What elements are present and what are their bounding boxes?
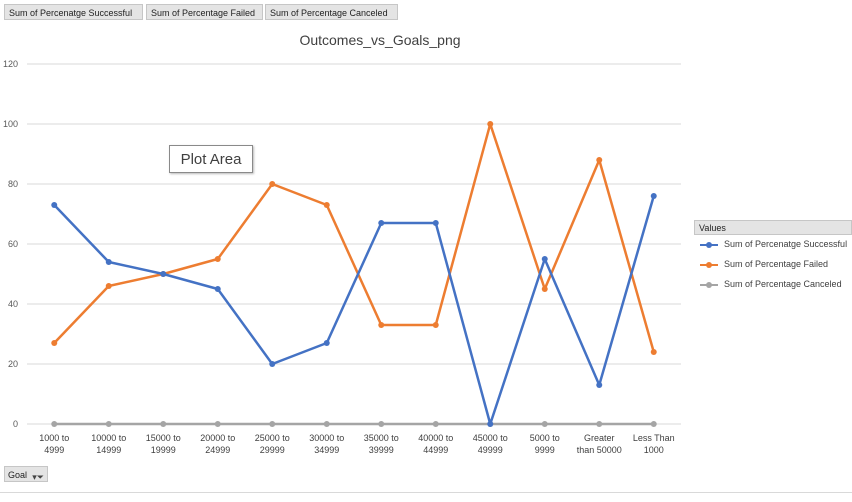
data-point[interactable] xyxy=(105,259,112,265)
x-tick-label: 45000 to 49999 xyxy=(473,433,508,455)
data-point[interactable] xyxy=(105,283,112,289)
data-point[interactable] xyxy=(51,202,58,208)
x-tick-label: 25000 to 29999 xyxy=(255,433,290,455)
data-point[interactable] xyxy=(432,421,439,427)
data-point[interactable] xyxy=(269,421,276,427)
data-point[interactable] xyxy=(323,421,330,427)
data-point[interactable] xyxy=(269,361,276,367)
legend-marker-canceled xyxy=(706,282,712,288)
plot-area-tooltip: Plot Area xyxy=(169,145,253,173)
goal-filter-button[interactable]: Goal ▾⏷ xyxy=(4,466,48,482)
x-tick-label: 35000 to 39999 xyxy=(364,433,399,455)
y-tick-label: 100 xyxy=(3,119,18,129)
bottom-divider xyxy=(0,492,852,493)
field-button-successful[interactable]: Sum of Percenatge Successful xyxy=(4,4,143,20)
x-tick-label: 20000 to 24999 xyxy=(200,433,235,455)
goal-filter-label: Goal xyxy=(8,470,28,480)
data-point[interactable] xyxy=(323,202,330,208)
x-tick-label: 10000 to 14999 xyxy=(91,433,126,455)
legend-item-failed: Sum of Percentage Failed xyxy=(694,255,852,275)
x-tick-label: 15000 to 19999 xyxy=(146,433,181,455)
filter-dropdown-icon[interactable]: ▾⏷ xyxy=(32,472,44,482)
legend-label-canceled: Sum of Percentage Canceled xyxy=(724,279,842,289)
data-point[interactable] xyxy=(541,286,548,292)
data-point[interactable] xyxy=(51,421,58,427)
y-tick-label: 120 xyxy=(3,59,18,69)
legend-marker-successful xyxy=(706,242,712,248)
x-tick-label: 40000 to 44999 xyxy=(418,433,453,455)
data-point[interactable] xyxy=(432,220,439,226)
data-point[interactable] xyxy=(214,256,221,262)
data-point[interactable] xyxy=(378,220,385,226)
data-point[interactable] xyxy=(487,121,494,127)
x-tick-label: Less Than 1000 xyxy=(633,433,675,455)
legend-header: Values xyxy=(694,220,852,235)
data-point[interactable] xyxy=(596,382,603,388)
field-button-canceled[interactable]: Sum of Percentage Canceled xyxy=(265,4,398,20)
data-point[interactable] xyxy=(160,271,167,277)
data-point[interactable] xyxy=(596,157,603,163)
y-tick-label: 60 xyxy=(8,239,18,249)
x-tick-label: Greater than 50000 xyxy=(577,433,622,455)
data-point[interactable] xyxy=(541,256,548,262)
x-tick-label: 30000 to 34999 xyxy=(309,433,344,455)
legend-item-canceled: Sum of Percentage Canceled xyxy=(694,275,852,295)
x-tick-label: 5000 to 9999 xyxy=(530,433,560,455)
data-point[interactable] xyxy=(487,421,494,427)
legend-label-successful: Sum of Percenatge Successful xyxy=(724,239,848,249)
y-tick-label: 20 xyxy=(8,359,18,369)
x-tick-label: 1000 to 4999 xyxy=(39,433,69,455)
y-tick-label: 0 xyxy=(13,419,18,429)
data-point[interactable] xyxy=(160,421,167,427)
y-tick-label: 40 xyxy=(8,299,18,309)
data-point[interactable] xyxy=(596,421,603,427)
data-point[interactable] xyxy=(51,340,58,346)
data-point[interactable] xyxy=(378,421,385,427)
data-point[interactable] xyxy=(269,181,276,187)
data-point[interactable] xyxy=(214,421,221,427)
legend-marker-failed xyxy=(706,262,712,268)
chart-title: Outcomes_vs_Goals_png xyxy=(299,32,461,48)
legend-label-failed: Sum of Percentage Failed xyxy=(724,259,829,269)
data-point[interactable] xyxy=(214,286,221,292)
data-point[interactable] xyxy=(650,193,657,199)
series-line-1[interactable] xyxy=(53,122,655,353)
y-tick-label: 80 xyxy=(8,179,18,189)
legend: Values Sum of Percenatge Successful Sum … xyxy=(694,220,852,298)
field-button-failed[interactable]: Sum of Percentage Failed xyxy=(146,4,263,20)
data-point[interactable] xyxy=(378,322,385,328)
legend-item-successful: Sum of Percenatge Successful xyxy=(694,235,852,255)
data-point[interactable] xyxy=(650,349,657,355)
data-point[interactable] xyxy=(432,322,439,328)
data-point[interactable] xyxy=(105,421,112,427)
data-point[interactable] xyxy=(541,421,548,427)
data-point[interactable] xyxy=(650,421,657,427)
data-point[interactable] xyxy=(323,340,330,346)
series-line-0[interactable] xyxy=(53,195,655,426)
